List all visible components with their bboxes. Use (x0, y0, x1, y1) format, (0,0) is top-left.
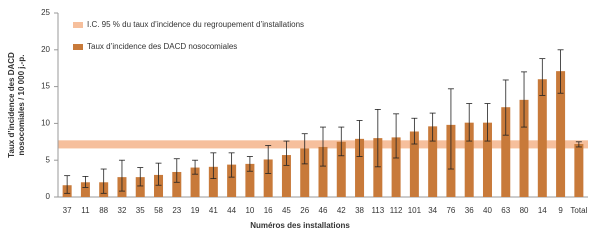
error-bar (374, 109, 381, 168)
legend-label: Taux d’incidence des DACD nosocomiales (87, 42, 237, 51)
error-bar (118, 159, 125, 192)
error-bar (521, 71, 528, 128)
y-tick-label: 15 (41, 82, 50, 91)
error-bar (228, 152, 235, 178)
bar (227, 164, 237, 197)
x-tick-label: 37 (63, 206, 72, 215)
bar (355, 138, 365, 197)
error-bar (466, 103, 473, 142)
bar (281, 155, 291, 197)
bar (501, 107, 511, 197)
x-tick-label: 11 (81, 206, 90, 215)
x-tick-label: 41 (209, 206, 218, 215)
y-tick-label: 10 (41, 119, 50, 128)
error-bar (210, 152, 217, 180)
bar (135, 177, 145, 197)
x-tick-label: 63 (501, 206, 510, 215)
error-bar (411, 117, 418, 145)
x-axis-label: Numéros des installations (250, 221, 350, 230)
legend-label: I.C. 95 % du taux d’incidence du regroup… (87, 20, 304, 29)
x-tick-label: 101 (408, 206, 422, 215)
bar (80, 182, 90, 197)
x-tick-label: 9 (558, 206, 563, 215)
x-tick-label: 36 (465, 206, 474, 215)
bar (336, 141, 346, 197)
y-tick-label: 5 (46, 155, 51, 164)
bar (300, 148, 310, 197)
x-tick-label: 112 (390, 206, 403, 215)
y-tick-label: 0 (46, 192, 51, 201)
x-tick-label: 40 (483, 206, 492, 215)
y-tick-label: 25 (41, 8, 50, 17)
bar (556, 71, 566, 197)
x-tick-label: 38 (355, 206, 364, 215)
bar (574, 144, 584, 197)
error-bar (429, 112, 436, 142)
error-bar (283, 140, 290, 166)
bar (318, 146, 328, 197)
x-tick-label: 80 (520, 206, 529, 215)
error-bar (320, 126, 326, 167)
error-bar (246, 156, 253, 172)
error-bar (356, 120, 363, 157)
bar (482, 122, 492, 197)
x-tick-label: 14 (538, 206, 547, 215)
bar (190, 167, 200, 197)
x-tick-label: 19 (191, 206, 200, 215)
x-tick-label: 42 (337, 206, 346, 215)
bar (208, 166, 218, 197)
x-tick-label: 113 (371, 206, 384, 215)
error-bar (100, 168, 107, 194)
x-tick-label: 58 (154, 206, 163, 215)
bar (172, 171, 182, 197)
legend-swatch (73, 44, 83, 50)
error-bar (301, 133, 308, 165)
bar (391, 137, 401, 197)
error-bar (82, 175, 89, 188)
error-bar (155, 162, 162, 186)
error-bar (393, 113, 400, 159)
x-tick-label: Total (570, 206, 587, 215)
error-bar (557, 49, 564, 94)
x-tick-label: 16 (264, 206, 273, 215)
bar (154, 174, 164, 197)
x-tick-label: 46 (319, 206, 328, 215)
x-tick-label: 10 (245, 206, 254, 215)
error-bar (539, 58, 546, 96)
x-tick-label: 23 (172, 206, 181, 215)
error-bar (265, 145, 272, 174)
x-tick-label: 76 (446, 206, 455, 215)
error-bar (64, 175, 71, 194)
x-tick-label: 34 (428, 206, 437, 215)
error-bar (447, 88, 454, 170)
y-axis-label: nosocomiales / 10 000 j.-p. (17, 55, 26, 156)
bar (263, 159, 273, 197)
y-axis-label: Taux d’incidence des DACD (7, 52, 16, 158)
error-bar (192, 159, 199, 175)
error-bar (502, 79, 509, 136)
legend-swatch (73, 22, 83, 28)
x-tick-label: 32 (118, 206, 127, 215)
bar (428, 126, 438, 197)
error-bar (173, 158, 180, 183)
error-bar (484, 103, 491, 142)
y-tick-label: 20 (41, 45, 50, 54)
x-tick-label: 44 (227, 206, 236, 215)
bar (537, 79, 547, 197)
bar (245, 163, 255, 197)
x-tick-label: 88 (99, 206, 108, 215)
error-bar (137, 167, 144, 187)
error-bar (575, 141, 582, 148)
x-tick-label: 35 (136, 206, 145, 215)
error-bar (338, 126, 345, 157)
bar (519, 99, 529, 197)
bar (409, 131, 419, 197)
chart: Numéros des installations Taux d’inciden… (7, 8, 588, 230)
x-tick-label: 26 (300, 206, 309, 215)
bar (464, 122, 474, 197)
x-tick-label: 45 (282, 206, 291, 215)
bar (373, 138, 383, 197)
